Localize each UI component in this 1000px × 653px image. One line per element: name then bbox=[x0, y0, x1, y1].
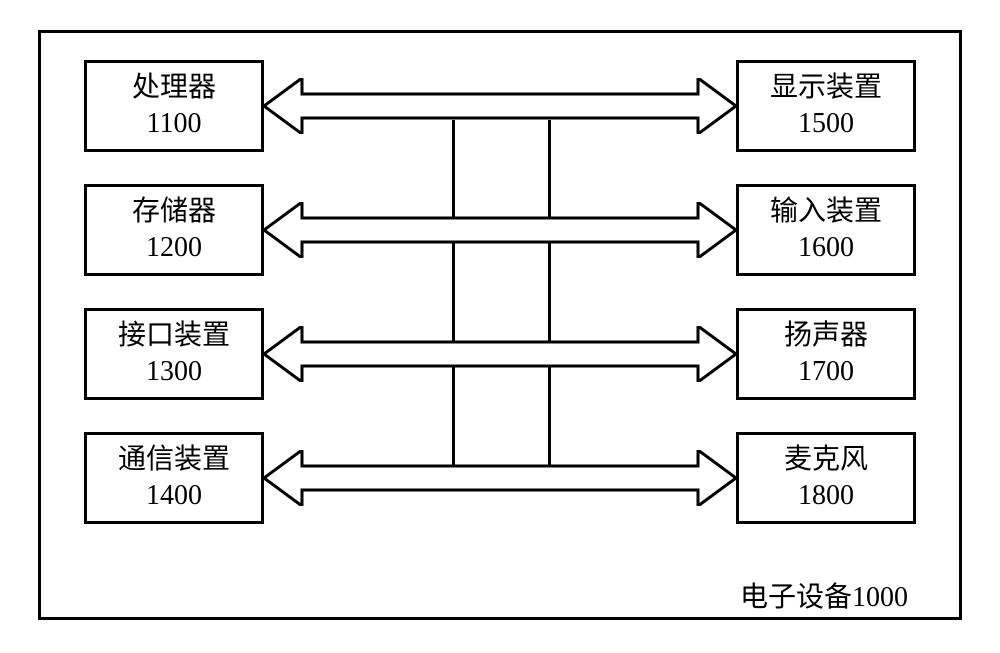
node-label: 显示装置 bbox=[770, 70, 882, 106]
node-label: 扬声器 bbox=[784, 318, 868, 354]
node-label: 存储器 bbox=[132, 194, 216, 230]
node-processor: 处理器 1100 bbox=[84, 60, 264, 152]
node-label: 处理器 bbox=[132, 70, 216, 106]
node-display: 显示装置 1500 bbox=[736, 60, 916, 152]
arrow-row-1 bbox=[264, 202, 736, 258]
node-input: 输入装置 1600 bbox=[736, 184, 916, 276]
node-microphone: 麦克风 1800 bbox=[736, 432, 916, 524]
node-interface: 接口装置 1300 bbox=[84, 308, 264, 400]
node-id: 1200 bbox=[146, 230, 202, 266]
arrow-row-0 bbox=[264, 78, 736, 134]
node-id: 1100 bbox=[147, 106, 202, 142]
node-id: 1600 bbox=[798, 230, 854, 266]
node-label: 接口装置 bbox=[118, 318, 230, 354]
arrow-row-2 bbox=[264, 326, 736, 382]
node-label: 输入装置 bbox=[770, 194, 882, 230]
bus-vertical-right bbox=[548, 120, 551, 466]
node-id: 1300 bbox=[146, 354, 202, 390]
node-label: 麦克风 bbox=[784, 442, 868, 478]
node-id: 1700 bbox=[798, 354, 854, 390]
bus-vertical-left bbox=[452, 120, 455, 466]
node-id: 1400 bbox=[146, 478, 202, 514]
arrow-row-3 bbox=[264, 450, 736, 506]
node-comm: 通信装置 1400 bbox=[84, 432, 264, 524]
caption-text: 电子设备1000 bbox=[740, 582, 908, 613]
node-id: 1500 bbox=[798, 106, 854, 142]
node-memory: 存储器 1200 bbox=[84, 184, 264, 276]
diagram-caption: 电子设备1000 bbox=[740, 575, 908, 615]
node-id: 1800 bbox=[798, 478, 854, 514]
node-label: 通信装置 bbox=[118, 442, 230, 478]
node-speaker: 扬声器 1700 bbox=[736, 308, 916, 400]
